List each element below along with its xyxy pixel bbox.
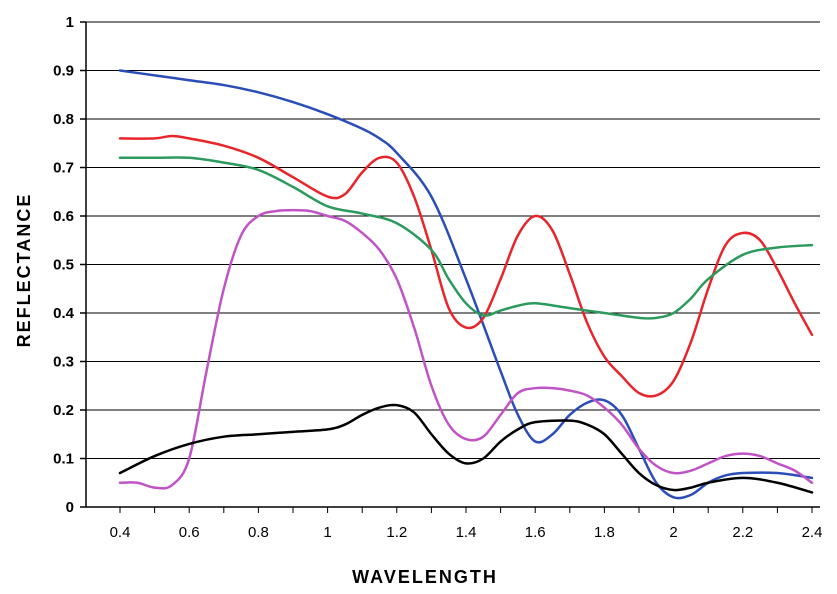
x-tick-label-5: 1.4 [456,524,477,541]
y-tick-label-4: 0.4 [53,305,75,322]
x-tick-label-8: 2 [669,524,677,541]
x-tick-label-2: 0.8 [248,524,269,541]
axes [85,22,820,513]
y-tick-label-9: 0.9 [53,63,74,80]
y-tick-label-5: 0.5 [53,257,74,274]
y-tick-label-1: 0.1 [53,451,74,468]
series-line-red [118,134,814,398]
y-tick-label-3: 0.3 [53,354,74,371]
y-axis-title: REFLECTANCE [14,193,34,348]
y-tick-label-2: 0.2 [53,402,74,419]
gridlines [80,21,820,508]
series-line-black [118,403,814,494]
x-axis-title: WAVELENGTH [352,567,498,587]
y-tick-label-0: 0 [66,499,74,516]
tick-labels: 0 0.1 0.2 0.3 0.4 0.5 0.6 0.7 0.8 0.9 1 0.4 0.6 0.8 1 1… [53,14,822,541]
y-tick-label-8: 0.8 [53,111,74,128]
x-tick-label-7: 1.8 [594,524,615,541]
series-line-magenta [118,208,814,490]
series-lines [118,69,814,500]
x-tick-label-0: 0.4 [110,524,131,541]
x-tick-label-6: 1.6 [525,524,546,541]
y-tick-label-6: 0.6 [53,208,74,225]
x-tick-label-10: 2.4 [802,524,823,541]
series-line-blue [118,69,814,500]
x-tick-label-9: 2.2 [732,524,753,541]
x-tick-label-3: 1 [323,524,331,541]
x-tick-label-4: 1.2 [386,524,407,541]
y-tick-label-7: 0.7 [53,160,74,177]
x-tick-label-1: 0.6 [179,524,200,541]
y-tick-label-10: 1 [66,14,74,31]
series-line-green [118,156,814,320]
